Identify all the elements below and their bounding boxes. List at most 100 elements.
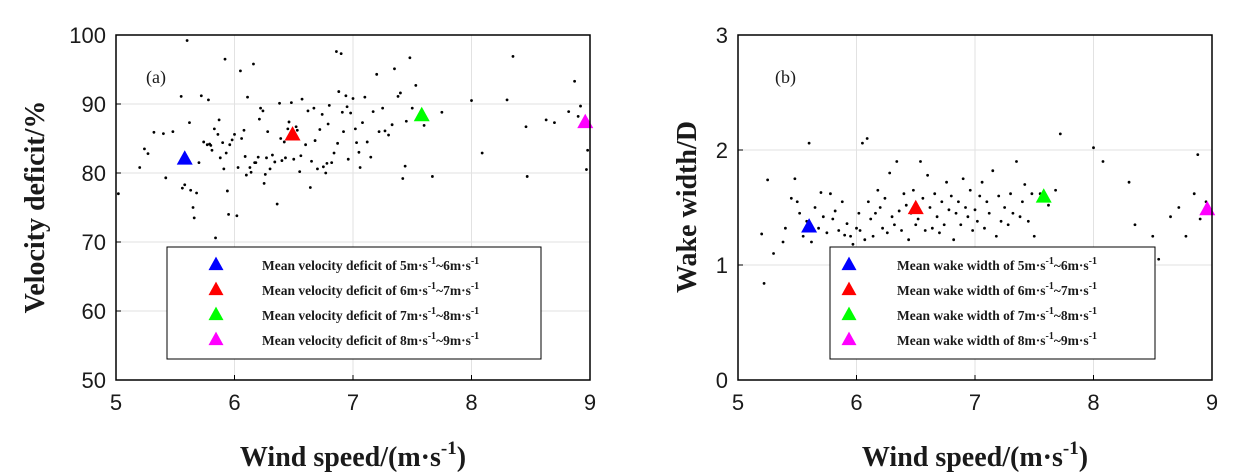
scatter-point (228, 143, 232, 147)
scatter-point (202, 140, 206, 144)
scatter-point (762, 282, 766, 285)
scatter-point (282, 140, 286, 144)
scatter-point (897, 209, 901, 213)
legend-marker (208, 331, 224, 346)
scatter-point (585, 168, 588, 171)
scatter-point (1092, 146, 1095, 150)
scatter-point (396, 95, 400, 98)
scatter-point (789, 196, 793, 200)
scatter-point (295, 128, 299, 132)
scatter-point (162, 132, 165, 136)
legend-marker (841, 331, 857, 346)
scatter-point (817, 226, 820, 230)
scatter-point (1101, 160, 1105, 163)
legend-marker (208, 256, 224, 271)
scatter-point (1196, 153, 1200, 157)
mean-marker (1035, 188, 1052, 203)
scatter-point (888, 171, 892, 175)
scatter-point (1151, 234, 1155, 238)
scatter-point (890, 215, 894, 219)
scatter-point (330, 161, 334, 165)
x-axis-label: Wind speed/(m·s-1) (862, 438, 1088, 472)
scatter-point (365, 140, 369, 144)
scatter-point (858, 229, 862, 232)
scatter-point (239, 69, 242, 73)
y-tick-label: 100 (69, 23, 106, 48)
scatter-point (286, 127, 290, 131)
scatter-point (199, 94, 203, 98)
scatter-point (292, 157, 296, 161)
scatter-point (994, 234, 998, 238)
scatter-point (511, 54, 515, 58)
scatter-point (261, 109, 265, 113)
y-tick-label: 70 (82, 230, 106, 255)
scatter-point (801, 234, 805, 238)
mean-marker (801, 218, 818, 233)
scatter-point (344, 94, 348, 98)
scatter-point (249, 170, 253, 174)
scatter-point (321, 165, 325, 169)
scatter-point (387, 133, 390, 137)
scatter-point (904, 203, 908, 207)
scatter-point (505, 98, 509, 102)
scatter-point (845, 222, 849, 226)
scatter-point (978, 194, 982, 198)
scatter-point (921, 196, 925, 200)
scatter-point (256, 155, 260, 159)
scatter-point (933, 192, 937, 196)
scatter-point (952, 238, 956, 242)
scatter-point (911, 188, 915, 192)
x-tick-label: 9 (584, 390, 596, 415)
scatter-point (1054, 188, 1057, 192)
scatter-point (320, 112, 324, 116)
scatter-point (567, 110, 571, 113)
scatter-point (942, 223, 946, 227)
scatter-point (266, 130, 270, 134)
scatter-point (188, 121, 191, 125)
scatter-point (300, 97, 304, 101)
scatter-point (268, 167, 272, 171)
scatter-point (214, 236, 217, 240)
scatter-point (1011, 211, 1015, 215)
scatter-point (306, 109, 310, 113)
legend: Mean wake width of 5m·s-1~6m·s-1 Mean wak… (829, 246, 1156, 360)
legend-label: Mean velocity deficit of 8m·s-1~9m·s-1 (262, 331, 479, 348)
scatter-point (254, 161, 258, 165)
legend-marker (841, 306, 857, 321)
scatter-point (340, 110, 344, 114)
scatter-point (216, 132, 220, 136)
scatter-point (263, 172, 267, 176)
y-axis-label: Wake width/D (672, 121, 703, 293)
scatter-point (810, 240, 813, 244)
scatter-point (243, 155, 247, 158)
scatter-point (1133, 223, 1137, 227)
scatter-point (919, 160, 922, 163)
scatter-point (236, 166, 240, 169)
x-tick-label: 5 (110, 390, 122, 415)
scatter-point (772, 252, 775, 255)
scatter-point (430, 175, 434, 178)
scatter-point (831, 217, 835, 221)
scatter-point (1184, 234, 1188, 238)
scatter-point (524, 125, 528, 129)
scatter-point (227, 213, 230, 216)
scatter-point (821, 215, 825, 219)
scatter-point (833, 209, 837, 213)
x-tick-label: 6 (850, 390, 862, 415)
y-tick-label: 60 (82, 299, 106, 324)
scatter-point (863, 238, 867, 242)
scatter-point (829, 192, 832, 196)
legend-marker (841, 256, 857, 271)
scatter-point (408, 56, 412, 60)
scatter-point (1009, 192, 1012, 196)
scatter-point (1026, 219, 1030, 223)
scatter-point (991, 169, 995, 173)
scatter-point (316, 167, 319, 171)
scatter-point (949, 194, 953, 198)
legend-label: Mean wake width of 7m·s-1~8m·s-1 (897, 306, 1097, 323)
scatter-point (784, 226, 787, 230)
y-axis-label: Velocity deficit/% (20, 101, 51, 314)
scatter-point (935, 215, 939, 219)
scatter-point (930, 226, 934, 230)
scatter-point (375, 72, 379, 76)
